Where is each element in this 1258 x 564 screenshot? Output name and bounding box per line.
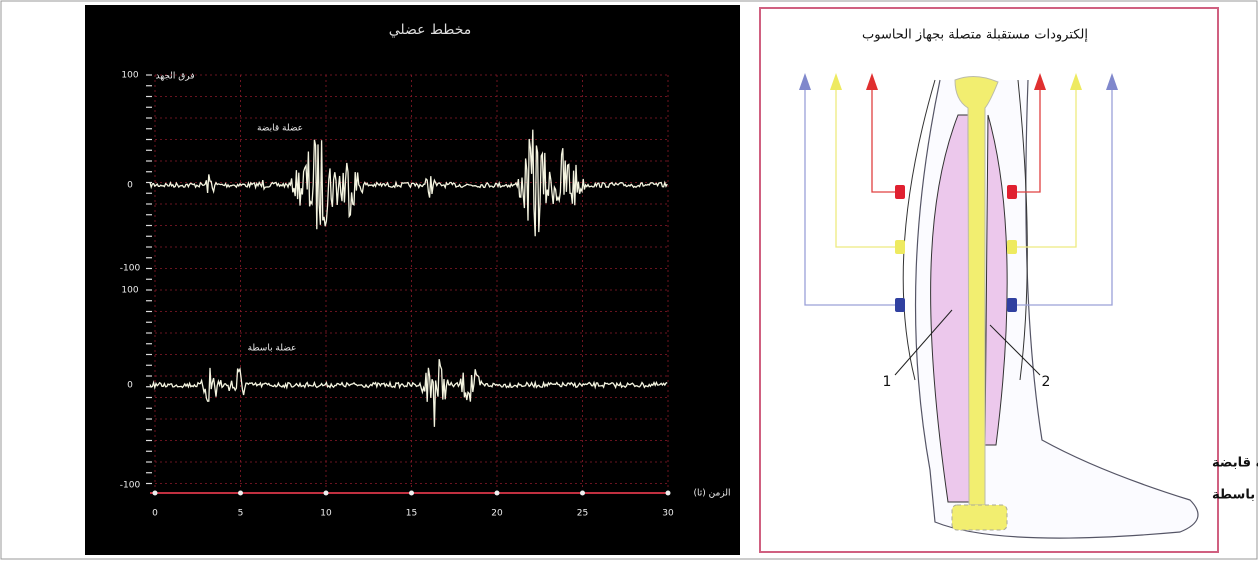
callout: 2	[1042, 374, 1051, 390]
electrode	[895, 298, 905, 312]
y-label: 100	[121, 286, 138, 296]
x-tick-label: 30	[662, 509, 674, 519]
legend-entry: 2 - عضلة باسطة	[1212, 488, 1258, 503]
y-label: 0	[127, 181, 133, 191]
diagram-title: إلكترودات مستقبلة متصلة بجهاز الحاسوب	[862, 28, 1088, 43]
y-label: -100	[120, 481, 141, 491]
legend-entry: 1 - عضلة قابضة	[1212, 456, 1258, 471]
electrode	[1007, 240, 1017, 254]
y-unit: فرق الجهد	[155, 72, 194, 82]
x-tick-label: 0	[152, 509, 158, 519]
y-label: 0	[127, 381, 133, 391]
x-tick-label: 5	[238, 509, 244, 519]
electrode	[895, 185, 905, 199]
trace-label: عضلة باسطة	[248, 344, 297, 354]
y-label: -100	[120, 264, 141, 274]
diagram-panel: إلكترودات مستقبلة متصلة بجهاز الحاسوب	[760, 8, 1258, 552]
trace-label: عضلة قابضة	[257, 124, 303, 134]
x-tick	[409, 491, 414, 496]
x-tick	[324, 491, 329, 496]
ankle-bone	[952, 505, 1007, 530]
electrode	[1007, 185, 1017, 199]
x-tick	[666, 491, 671, 496]
electrode	[1007, 298, 1017, 312]
x-tick-label: 15	[406, 509, 417, 519]
x-tick	[153, 491, 158, 496]
x-tick	[580, 491, 585, 496]
x-tick-label: 10	[320, 509, 332, 519]
x-tick	[495, 491, 500, 496]
x-label: الزمن (ثا)	[693, 489, 730, 499]
y-label: 100	[121, 71, 138, 81]
x-tick-label: 20	[491, 509, 503, 519]
emg-background	[85, 5, 740, 555]
emg-panel: مخطط عضلي فرق الجهد عضلة قابضة عضلة باسط…	[85, 5, 740, 555]
callout: 1	[883, 374, 892, 390]
x-tick-label: 25	[577, 509, 588, 519]
electrode	[895, 240, 905, 254]
emg-title: مخطط عضلي	[389, 22, 472, 38]
x-tick	[238, 491, 243, 496]
figure: مخطط عضلي فرق الجهد عضلة قابضة عضلة باسط…	[0, 0, 1258, 560]
